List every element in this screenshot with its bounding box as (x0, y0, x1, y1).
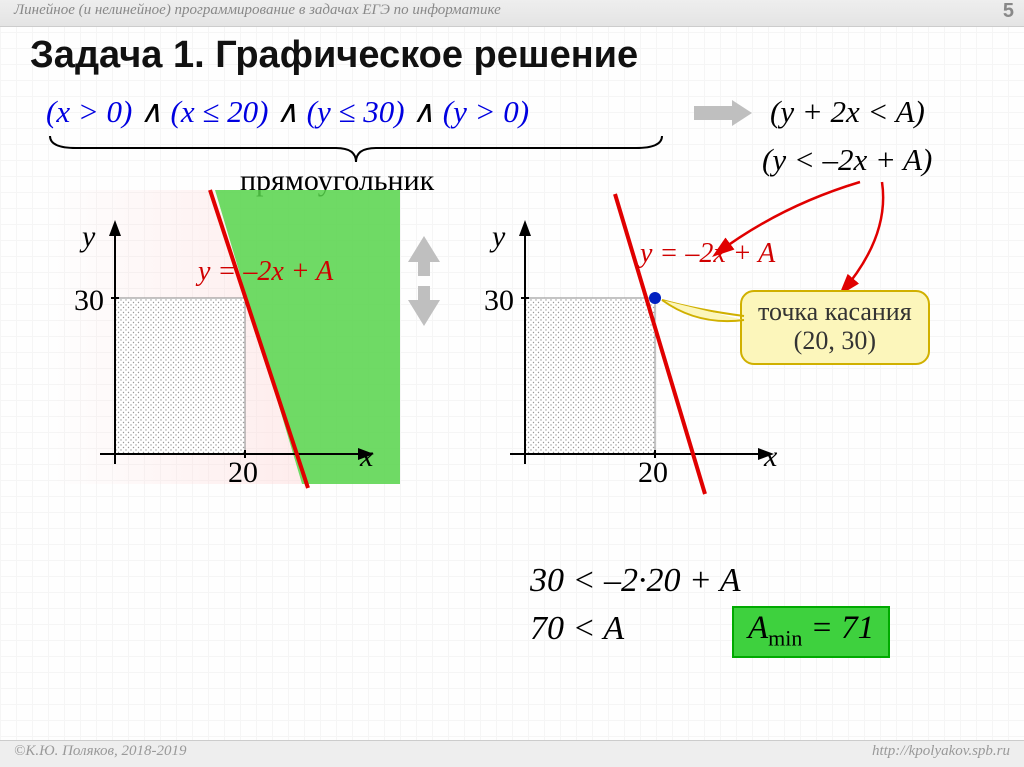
xtick-left: 20 (228, 456, 258, 490)
solve-line-1: 30 < –2·20 + A (530, 562, 741, 600)
implication-rhs: (y + 2x < A) (770, 94, 925, 130)
line-eq-left: y = –2x + A (198, 256, 333, 288)
ytick-right: 30 (484, 284, 514, 318)
slide-title: Задача 1. Графическое решение (30, 34, 638, 77)
page-number: 5 (1003, 0, 1014, 23)
answer-box: Amin = 71 (732, 606, 890, 658)
y-axis-label-left: y (82, 220, 95, 254)
footer-left: ©К.Ю. Поляков, 2018-2019 (14, 743, 187, 759)
answer-sub: min (768, 626, 802, 651)
implication-rewrite: (y < –2x + A) (762, 142, 932, 178)
x-axis-label-right: x (764, 440, 777, 474)
ytick-left: 30 (74, 284, 104, 318)
answer-eq: = 71 (802, 610, 874, 646)
slide-footer: ©К.Ю. Поляков, 2018-2019 http://kpolyako… (0, 740, 1024, 767)
conditions: (x > 0) ∧ (x ≤ 20) ∧ (y ≤ 30) ∧ (y > 0) (46, 94, 529, 130)
callout-tail-icon (658, 296, 748, 336)
callout-line2: (20, 30) (758, 327, 912, 356)
move-arrows-icon (404, 236, 444, 326)
slide-header: Линейное (и нелинейное) программирование… (0, 0, 1024, 27)
tangent-callout: точка касания (20, 30) (740, 290, 930, 365)
implies-arrow-icon (694, 100, 754, 130)
footer-right: http://kpolyakov.spb.ru (872, 743, 1010, 760)
underbrace-icon (46, 132, 666, 168)
y-axis-label-right: y (492, 220, 505, 254)
answer-A: A (748, 610, 768, 646)
header-text: Линейное (и нелинейное) программирование… (14, 2, 501, 18)
solve-line-2: 70 < A (530, 610, 624, 648)
xtick-right: 20 (638, 456, 668, 490)
callout-line1: точка касания (758, 298, 912, 327)
x-axis-label-left: x (360, 440, 373, 474)
